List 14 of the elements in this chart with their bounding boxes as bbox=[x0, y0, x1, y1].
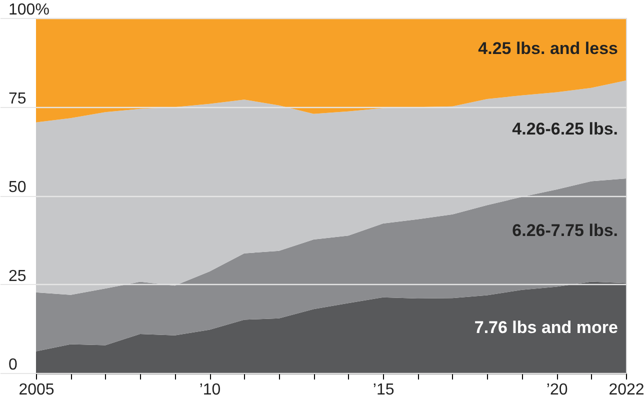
series-label: 7.76 lbs and more bbox=[474, 318, 618, 338]
series-label: 4.25 lbs. and less bbox=[478, 39, 618, 58]
x-tick-label: 2022 bbox=[608, 382, 644, 398]
series-label: 4.26-6.25 lbs. bbox=[512, 119, 618, 138]
x-tick-label: ’10 bbox=[199, 382, 221, 398]
x-tick-label: ’15 bbox=[372, 382, 394, 398]
y-tick-label: 25 bbox=[8, 268, 26, 285]
series-label: 6.26-7.75 lbs. bbox=[512, 220, 618, 240]
x-tick-label: ’20 bbox=[546, 382, 568, 398]
y-tick-label: 75 bbox=[8, 90, 26, 108]
y-tick-label: 100% bbox=[8, 2, 50, 18]
y-tick-label: 0 bbox=[8, 356, 18, 374]
x-tick-label: 2005 bbox=[18, 382, 54, 398]
y-tick-label: 50 bbox=[8, 179, 26, 196]
